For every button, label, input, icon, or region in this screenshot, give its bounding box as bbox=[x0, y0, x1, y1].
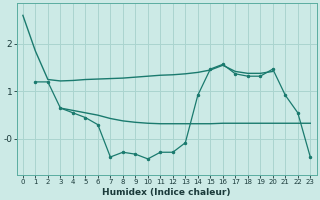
X-axis label: Humidex (Indice chaleur): Humidex (Indice chaleur) bbox=[102, 188, 231, 197]
